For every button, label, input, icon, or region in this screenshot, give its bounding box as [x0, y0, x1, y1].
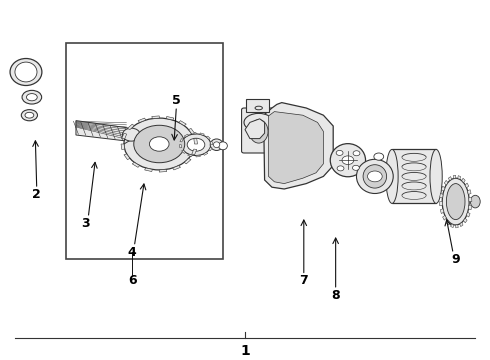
Polygon shape [465, 183, 469, 188]
Ellipse shape [219, 142, 227, 150]
Text: 2: 2 [32, 188, 41, 201]
Bar [392, 149, 436, 203]
Polygon shape [184, 134, 189, 137]
Ellipse shape [26, 94, 37, 101]
Ellipse shape [15, 62, 37, 82]
Text: 6: 6 [128, 274, 137, 287]
Text: 7: 7 [299, 274, 308, 287]
Circle shape [352, 165, 359, 170]
Bar [66, 43, 223, 259]
Ellipse shape [430, 149, 442, 203]
FancyBboxPatch shape [242, 108, 278, 153]
Circle shape [336, 150, 343, 156]
Circle shape [337, 166, 344, 171]
Ellipse shape [363, 165, 387, 188]
Polygon shape [173, 166, 180, 170]
Polygon shape [441, 186, 445, 191]
Polygon shape [458, 176, 461, 179]
Polygon shape [122, 133, 126, 139]
Polygon shape [188, 154, 192, 157]
Ellipse shape [10, 58, 42, 85]
Polygon shape [192, 149, 197, 155]
Circle shape [187, 138, 205, 151]
Text: 4: 4 [128, 246, 137, 258]
Polygon shape [182, 150, 186, 153]
Polygon shape [203, 152, 208, 155]
Ellipse shape [22, 109, 37, 121]
Polygon shape [446, 221, 450, 225]
Text: 9: 9 [451, 253, 460, 266]
Polygon shape [467, 190, 471, 194]
Polygon shape [194, 139, 197, 144]
Polygon shape [180, 139, 183, 142]
Polygon shape [179, 121, 186, 126]
Polygon shape [462, 178, 465, 183]
Polygon shape [76, 121, 127, 141]
Ellipse shape [244, 113, 273, 131]
Polygon shape [441, 209, 444, 213]
Circle shape [149, 137, 169, 151]
Polygon shape [269, 112, 323, 184]
Ellipse shape [386, 149, 398, 203]
Polygon shape [189, 129, 195, 134]
Ellipse shape [25, 112, 34, 118]
Polygon shape [468, 205, 472, 210]
Text: 1: 1 [240, 344, 250, 358]
Polygon shape [469, 198, 472, 202]
Ellipse shape [210, 139, 223, 150]
Polygon shape [145, 168, 152, 172]
Circle shape [124, 118, 195, 170]
Text: 8: 8 [331, 289, 340, 302]
Polygon shape [264, 103, 333, 189]
Polygon shape [127, 124, 134, 130]
Polygon shape [464, 218, 467, 223]
Circle shape [368, 171, 382, 182]
Polygon shape [246, 99, 269, 112]
Polygon shape [196, 155, 200, 157]
Polygon shape [451, 224, 454, 228]
Ellipse shape [255, 106, 263, 110]
Circle shape [353, 151, 360, 156]
Polygon shape [124, 154, 130, 159]
Polygon shape [179, 145, 182, 148]
Polygon shape [138, 118, 146, 122]
Polygon shape [466, 212, 470, 217]
Circle shape [122, 128, 140, 141]
Ellipse shape [214, 142, 220, 148]
Polygon shape [159, 170, 167, 172]
Polygon shape [444, 180, 448, 185]
Polygon shape [448, 177, 452, 181]
Polygon shape [453, 175, 456, 179]
Ellipse shape [249, 120, 268, 143]
Ellipse shape [446, 184, 465, 220]
Polygon shape [184, 158, 191, 164]
Circle shape [374, 153, 384, 160]
Text: 5: 5 [172, 94, 181, 107]
Polygon shape [200, 133, 204, 135]
Polygon shape [206, 136, 210, 139]
Polygon shape [192, 132, 196, 134]
Ellipse shape [356, 159, 393, 194]
Polygon shape [132, 162, 140, 167]
Polygon shape [152, 116, 159, 118]
Polygon shape [442, 215, 446, 220]
Text: 3: 3 [81, 217, 90, 230]
Polygon shape [440, 193, 443, 198]
Polygon shape [456, 225, 458, 228]
Ellipse shape [442, 178, 469, 225]
Circle shape [134, 125, 185, 163]
Polygon shape [121, 144, 124, 149]
Polygon shape [209, 148, 212, 151]
Polygon shape [460, 222, 463, 226]
Polygon shape [166, 116, 174, 120]
Polygon shape [245, 119, 265, 139]
Ellipse shape [330, 144, 366, 177]
Ellipse shape [470, 195, 480, 208]
Ellipse shape [22, 90, 42, 104]
Polygon shape [440, 202, 442, 206]
Circle shape [342, 156, 354, 165]
Circle shape [181, 134, 211, 156]
Polygon shape [210, 141, 213, 145]
